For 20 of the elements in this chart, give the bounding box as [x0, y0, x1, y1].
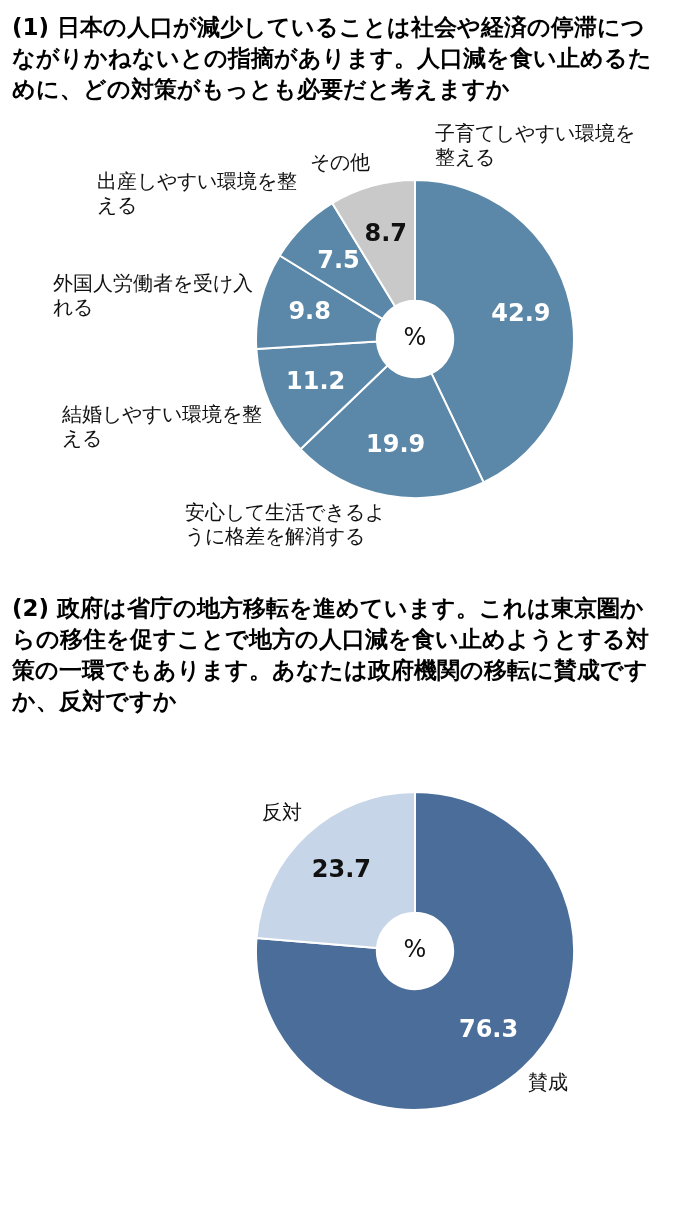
chart-title: (2) 政府は省庁の地方移転を進めています。これは東京圏からの移住を促すことで地方の人口減を食い止めようとする対策の一環でもあります。あなたは政府機関の移転に賛成ですか、反対ですか — [11, 594, 650, 716]
data-label: 76.3 — [458, 1015, 519, 1044]
data-label: 11.2 — [286, 366, 346, 395]
slice-label: 反対 — [261, 800, 302, 825]
slice-label: 安心して生活できるように格差を解消する — [185, 499, 386, 548]
data-label: 42.9 — [491, 299, 551, 328]
slice-label: 出産しやすい環境を整える — [97, 168, 298, 217]
chart-title: (1) 日本の人口が減少していることは社会や経済の停滞につながりかねないとの指摘があります。人口減を食い止めるために、どの対策がもっとも必要だと考えますか — [11, 13, 653, 104]
slice-label: 結婚しやすい環境を整える — [61, 402, 263, 451]
slice-label: 賛成 — [528, 1070, 569, 1095]
data-label: 19.9 — [366, 430, 426, 459]
slice-label: その他 — [309, 150, 370, 175]
data-label: 7.5 — [317, 246, 360, 275]
slice-label: 子育てしやすい環境を整える — [434, 121, 635, 170]
text: % — [403, 323, 427, 352]
data-label: 8.7 — [364, 218, 407, 247]
text: % — [403, 935, 427, 964]
slice-label: 外国人労働者を受け入れる — [52, 270, 253, 319]
data-label: 23.7 — [311, 855, 372, 884]
data-label: 9.8 — [288, 296, 331, 325]
